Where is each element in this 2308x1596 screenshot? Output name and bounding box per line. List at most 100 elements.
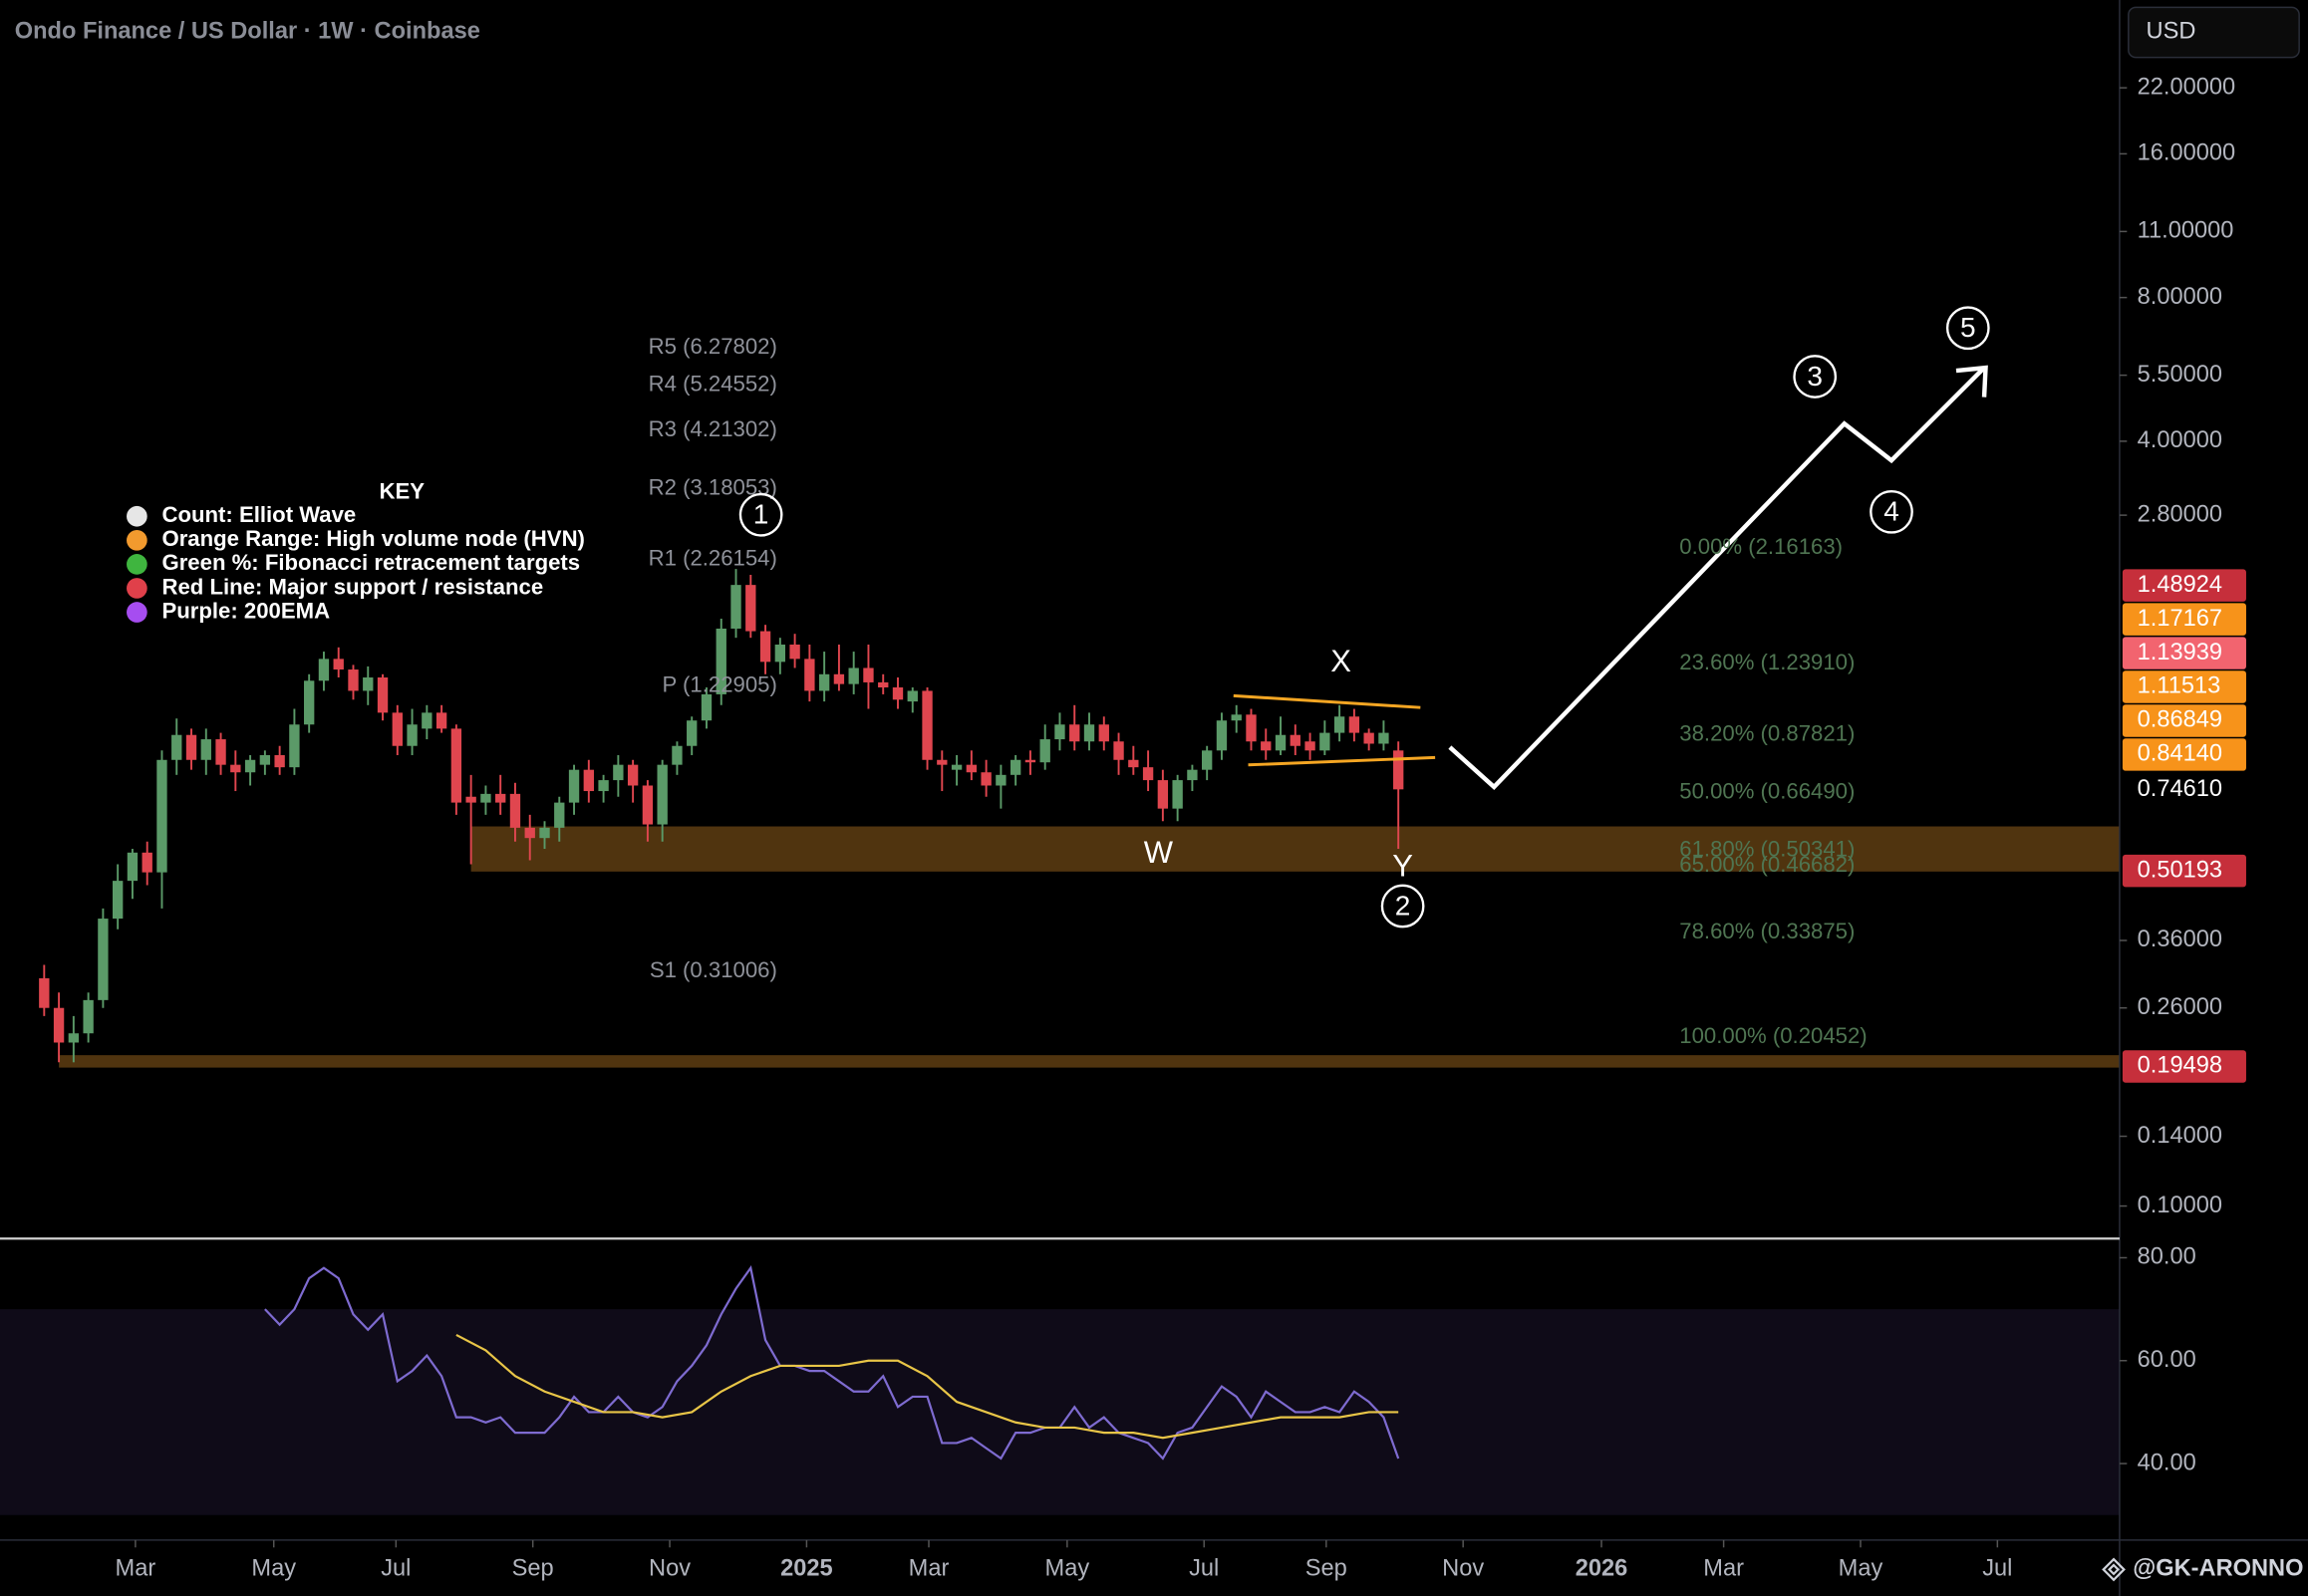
wave-label: 1 [753,499,769,530]
candle-body [730,585,741,629]
candle-body [39,977,50,1008]
candle-body [539,827,550,839]
candle-body [1393,750,1404,790]
candle-body [465,796,476,803]
rsi-tick-label: 80.00 [2138,1244,2196,1270]
price-tag [2122,637,2246,669]
candle-body [1216,720,1228,751]
candle-body [1333,716,1345,733]
pivot-label: R2 (3.18053) [649,474,777,499]
candle-body [981,772,992,786]
candle-body [200,739,211,760]
candle-body [480,793,491,803]
candle-body [966,764,978,773]
x-tick-label: Mar [909,1556,950,1582]
x-tick-label: 2025 [780,1556,833,1582]
key-item: Red Line: Major support / resistance [161,574,543,599]
wave-circle [1380,884,1425,929]
currency-button[interactable] [2128,6,2300,59]
candle-body [833,673,845,684]
key-item: Count: Elliot Wave [161,502,356,527]
wave-letter: X [1330,644,1351,678]
candle-body [289,724,300,768]
rsi-line [264,1265,1400,1461]
key-dot [127,529,147,551]
candle-body [171,734,182,760]
candle-body [304,680,315,725]
price-tag [2122,738,2246,771]
price-tag-label: 0.86849 [2138,707,2222,733]
candle-body [83,999,94,1034]
candle-body [435,712,447,729]
candle-body [1187,769,1198,781]
wave-label: 4 [1883,496,1899,527]
rsi-band [0,1309,2120,1515]
candle-body [568,769,580,803]
pivot-label: R1 (2.26154) [649,545,777,570]
projection-path [1448,366,1986,791]
fib-label: 50.00% (0.66490) [1679,778,1855,803]
price-tag-label: 1.13939 [2138,640,2222,665]
candle-body [672,745,683,765]
watermark-icon [2102,1557,2126,1582]
candle-body [951,764,963,770]
candle-body [1098,724,1109,742]
y-tick-label: 0.26000 [2138,994,2222,1020]
candle-body [937,759,948,765]
price-tag-label: 1.48924 [2138,572,2222,598]
price-tag [2122,704,2246,737]
candle-body [996,774,1007,786]
candle-body [185,734,197,760]
x-tick-label: Jul [1982,1556,2012,1582]
candle-body [1290,734,1300,746]
wave-label: 2 [1395,890,1411,921]
fib-label: 61.80% (0.50341) [1679,836,1855,861]
x-tick-label: Jul [1189,1556,1219,1582]
key-item: Purple: 200EMA [161,598,330,623]
key-item: Orange Range: High volume node (HVN) [161,526,584,551]
wave-letter: Y [1392,848,1413,883]
candle-body [1054,724,1065,740]
fib-label: 100.00% (0.20452) [1679,1023,1867,1048]
candle-body [583,769,594,792]
candle-body [1128,759,1139,768]
candle-body [627,764,639,786]
candle-body [1172,780,1183,809]
candle-body [348,669,359,691]
candle-body [716,628,726,694]
hvn-zone [59,1055,2120,1068]
candle-body [1261,741,1272,751]
price-tag-label: 0.19498 [2138,1053,2222,1079]
hvn-zone [470,826,2120,872]
candle-body [363,677,374,691]
x-tick-label: Mar [1703,1556,1744,1582]
pivot-label: R3 (4.21302) [649,416,777,441]
x-tick-label: Sep [512,1556,554,1582]
price-tag [2122,773,2246,807]
candle-body [657,764,668,825]
candle-body [789,645,800,660]
y-tick-label: 8.00000 [2138,284,2222,310]
pivot-label: P (1.22905) [663,671,777,696]
x-tick-label: Nov [1442,1556,1484,1582]
candle-body [274,754,285,768]
y-tick-label: 5.50000 [2138,362,2222,388]
candle-body [804,659,815,691]
price-tag-label: 1.11513 [2138,673,2221,699]
candle-body [1363,732,1374,744]
candle-body [230,764,241,773]
candle-body [848,667,859,684]
price-tag [2122,569,2246,602]
candle-body [554,802,565,828]
candle-body [509,793,521,828]
candle-body [613,764,624,781]
currency-label[interactable]: USD [2147,19,2196,45]
key-dot [127,602,147,623]
y-tick-label: 2.80000 [2138,501,2222,527]
candle-body [818,673,830,691]
candle-body [922,690,933,760]
candle-body [142,852,152,873]
y-tick-label: 16.00000 [2138,140,2236,166]
candle-body [863,667,874,682]
